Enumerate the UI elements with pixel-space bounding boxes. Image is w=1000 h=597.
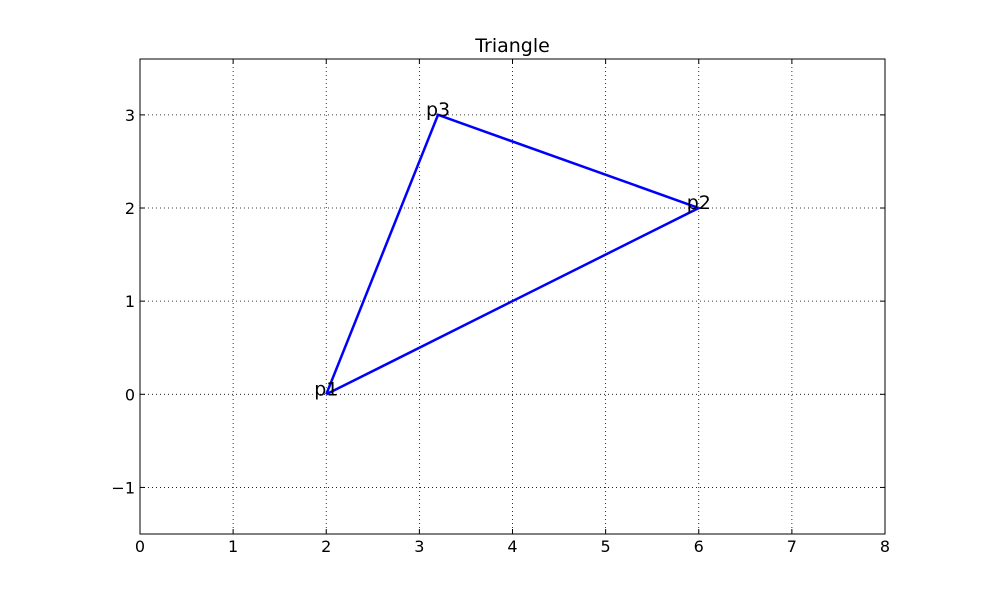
triangle-line-series	[325, 113, 702, 396]
y-tick-label: 2	[125, 199, 135, 218]
point-label-p3: p3	[426, 99, 450, 121]
point-label-p2: p2	[687, 192, 711, 214]
point-label-p1: p1	[314, 378, 338, 400]
point-labels: p1 p2 p3	[314, 99, 711, 400]
x-tick-label: 8	[880, 537, 890, 556]
x-tick-label: 5	[601, 537, 611, 556]
x-tick-label: 4	[507, 537, 517, 556]
x-tick-label: 2	[321, 537, 331, 556]
x-tick-label: 7	[787, 537, 797, 556]
y-tick-label: 1	[125, 292, 135, 311]
y-axis-tick-labels: −1 0 1 2 3	[111, 106, 135, 498]
x-tick-label: 3	[414, 537, 424, 556]
x-tick-label: 0	[135, 537, 145, 556]
axis-ticks	[139, 59, 886, 534]
y-tick-label: 0	[125, 385, 135, 404]
series-layer	[325, 113, 702, 396]
y-tick-label: −1	[111, 478, 135, 497]
x-axis-tick-labels: 0 1 2 3 4 5 6 7 8	[135, 537, 890, 556]
x-tick-label: 1	[228, 537, 238, 556]
chart-title: Triangle	[474, 35, 550, 57]
y-tick-label: 3	[125, 106, 135, 125]
x-tick-label: 6	[694, 537, 704, 556]
